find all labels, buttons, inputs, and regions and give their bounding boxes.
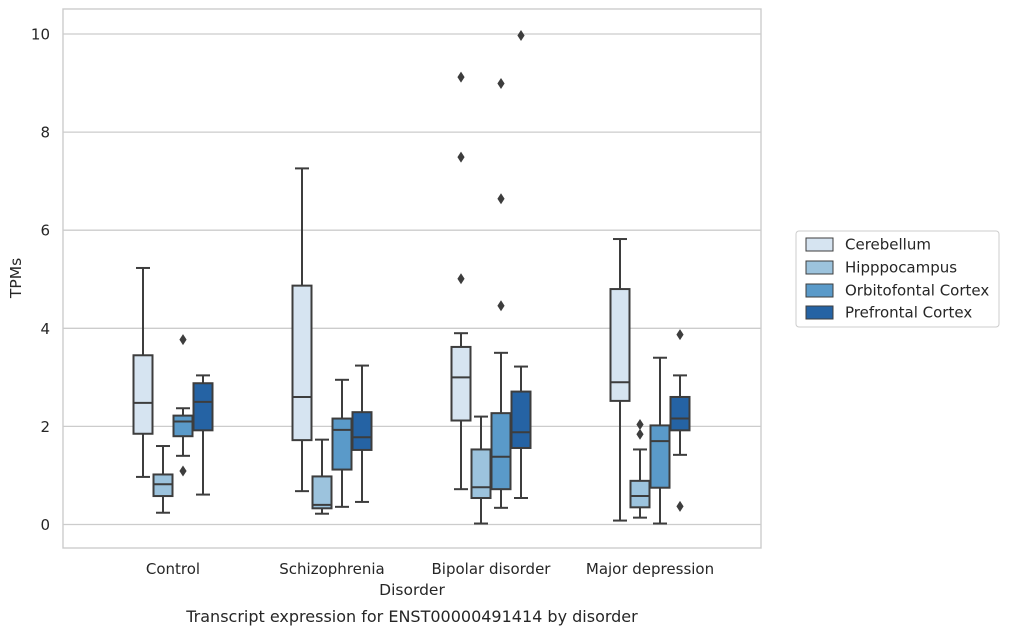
y-tick-label-6: 6 <box>40 222 50 240</box>
legend-label-hippocampus: Hipppocampus <box>845 259 957 277</box>
box-control-orbitofontal-cortex <box>172 334 194 477</box>
box-schizophrenia-cerebellum <box>291 167 313 493</box>
interquartile-box <box>629 479 651 509</box>
interquartile-box <box>649 424 671 489</box>
outlier-point <box>497 78 505 90</box>
interquartile-box <box>490 412 512 491</box>
box-major-depression-orbitofontal-cortex <box>649 356 671 525</box>
interquartile-box <box>291 284 313 442</box>
box-control-hipppocampus <box>152 445 174 514</box>
box-control-prefrontal-cortex <box>192 374 214 496</box>
box-major-depression-cerebellum <box>609 238 631 522</box>
x-tick-label-schizophrenia: Schizophrenia <box>279 560 384 578</box>
y-tick-label-10: 10 <box>31 26 50 44</box>
outlier-point <box>636 418 644 430</box>
box-bipolar-disorder-hipppocampus <box>470 415 492 525</box>
outlier-point <box>497 300 505 312</box>
y-tick-label-4: 4 <box>40 320 50 338</box>
outlier-point <box>457 151 465 163</box>
box-bipolar-disorder-orbitofontal-cortex <box>490 78 512 509</box>
y-tick-label-8: 8 <box>40 124 50 142</box>
outlier-point <box>517 29 525 41</box>
box-major-depression-prefrontal-cortex <box>669 329 691 512</box>
x-axis-label: Disorder <box>379 581 445 599</box>
legend-swatch-hippocampus <box>805 260 834 275</box>
box-schizophrenia-hipppocampus <box>311 438 333 515</box>
chart-caption: Transcript expression for ENST0000049141… <box>185 607 638 626</box>
box-bipolar-disorder-cerebellum <box>450 71 472 491</box>
x-tick-label-control: Control <box>146 560 200 578</box>
interquartile-box <box>450 345 472 422</box>
interquartile-box <box>609 288 631 402</box>
box-control-cerebellum <box>132 266 154 478</box>
interquartile-box <box>311 475 333 510</box>
box-schizophrenia-prefrontal-cortex <box>351 364 373 503</box>
outlier-point <box>676 329 684 341</box>
box-major-depression-hipppocampus <box>629 418 651 519</box>
legend: Cerebellum Hipppocampus Orbitofontal Cor… <box>795 230 1000 328</box>
outlier-point <box>179 334 187 346</box>
x-axis-ticks: Control Schizophrenia Bipolar disorder Majo… <box>146 560 714 578</box>
outlier-point <box>179 465 187 477</box>
outlier-point <box>457 273 465 285</box>
y-axis-ticks: 0 2 4 6 8 10 <box>31 26 50 535</box>
boxes <box>132 29 691 525</box>
legend-label-prefrontal-cortex: Prefrontal Cortex <box>845 304 972 322</box>
outlier-point <box>676 500 684 512</box>
legend-label-cerebellum: Cerebellum <box>845 236 931 254</box>
interquartile-box <box>132 354 154 435</box>
box-schizophrenia-orbitofontal-cortex <box>331 378 353 508</box>
interquartile-box <box>351 411 373 451</box>
x-tick-label-bipolar-disorder: Bipolar disorder <box>432 560 552 578</box>
legend-frame <box>795 230 1000 328</box>
interquartile-box <box>510 390 532 449</box>
interquartile-box <box>331 417 353 471</box>
legend-swatch-prefrontal-cortex <box>805 305 834 320</box>
y-axis-label: TPMs <box>7 258 25 299</box>
interquartile-box <box>470 448 492 500</box>
legend-swatch-cerebellum <box>805 237 834 252</box>
plot-area-frame <box>62 8 762 549</box>
x-tick-label-major-depression: Major depression <box>586 560 714 578</box>
interquartile-box <box>192 382 214 432</box>
box-bipolar-disorder-prefrontal-cortex <box>510 29 532 500</box>
outlier-point <box>457 71 465 83</box>
outlier-point <box>636 428 644 440</box>
y-tick-label-0: 0 <box>40 516 50 534</box>
interquartile-box <box>172 414 194 438</box>
y-tick-label-2: 2 <box>40 418 50 436</box>
interquartile-box <box>669 395 691 432</box>
outlier-point <box>497 193 505 205</box>
legend-swatch-orbitofrontal-cortex <box>805 283 834 298</box>
legend-label-orbitofrontal-cortex: Orbitofontal Cortex <box>845 282 989 300</box>
